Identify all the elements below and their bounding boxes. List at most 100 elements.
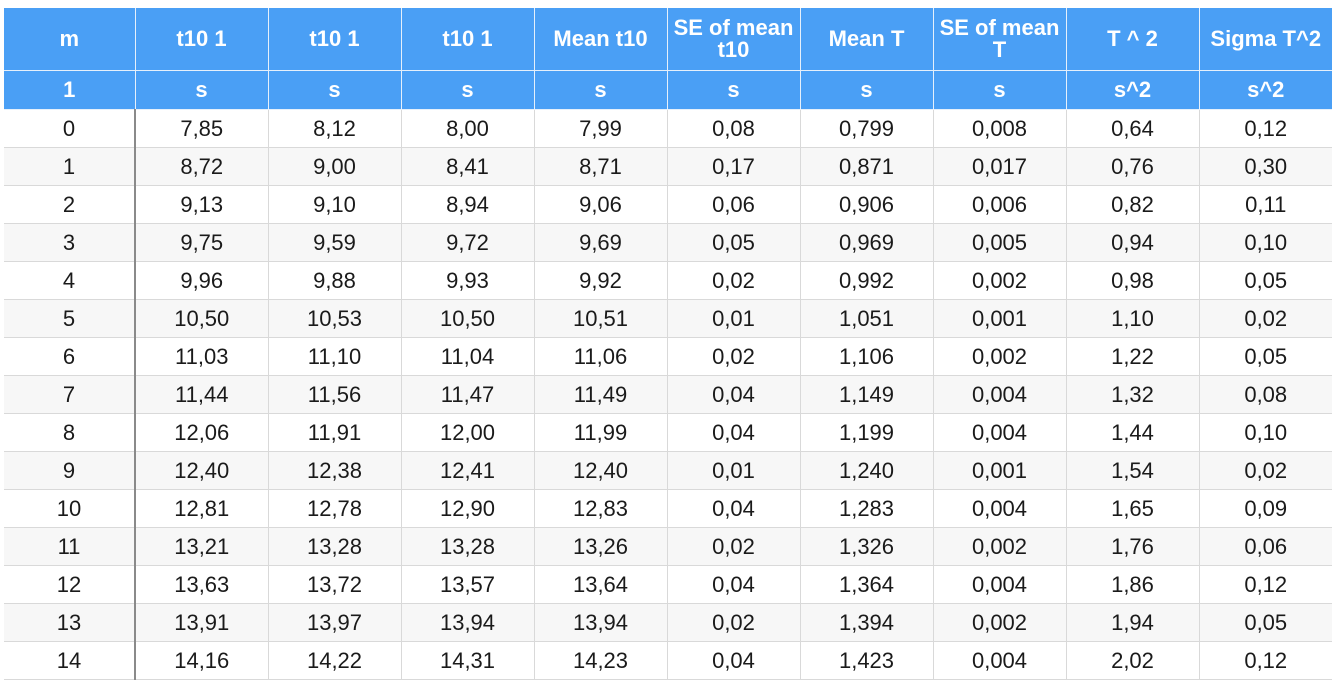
table-cell[interactable]: 12,38 — [268, 451, 402, 490]
table-cell[interactable]: 0,09 — [1199, 489, 1332, 528]
table-cell[interactable]: 1,10 — [1066, 299, 1200, 338]
row-index-cell[interactable]: 10 — [4, 489, 136, 528]
table-cell[interactable]: 10,53 — [268, 299, 402, 338]
table-cell[interactable]: 11,49 — [534, 375, 668, 414]
row-index-cell[interactable]: 12 — [4, 565, 136, 604]
table-cell[interactable]: 14,23 — [534, 641, 668, 680]
table-cell[interactable]: 12,78 — [268, 489, 402, 528]
table-cell[interactable]: 1,283 — [800, 489, 934, 528]
table-cell[interactable]: 11,10 — [268, 337, 402, 376]
table-cell[interactable]: 1,76 — [1066, 527, 1200, 566]
row-index-cell[interactable]: 0 — [4, 109, 136, 148]
table-cell[interactable]: 1,364 — [800, 565, 934, 604]
table-cell[interactable]: 11,03 — [135, 337, 269, 376]
row-index-cell[interactable]: 8 — [4, 413, 136, 452]
table-cell[interactable]: 12,00 — [401, 413, 535, 452]
table-cell[interactable]: 10,50 — [401, 299, 535, 338]
table-cell[interactable]: 9,93 — [401, 261, 535, 300]
table-cell[interactable]: 0,002 — [933, 603, 1067, 642]
table-cell[interactable]: 8,71 — [534, 147, 668, 186]
table-cell[interactable]: 1,94 — [1066, 603, 1200, 642]
table-cell[interactable]: 0,006 — [933, 185, 1067, 224]
column-header[interactable]: Mean t10 — [534, 8, 668, 71]
table-cell[interactable]: 0,002 — [933, 337, 1067, 376]
table-cell[interactable]: 0,04 — [667, 375, 801, 414]
unit-header[interactable]: s^2 — [1066, 70, 1200, 110]
table-cell[interactable]: 9,75 — [135, 223, 269, 262]
table-cell[interactable]: 0,001 — [933, 299, 1067, 338]
table-cell[interactable]: 1,106 — [800, 337, 934, 376]
table-cell[interactable]: 14,16 — [135, 641, 269, 680]
table-cell[interactable]: 0,30 — [1199, 147, 1332, 186]
table-cell[interactable]: 0,04 — [667, 565, 801, 604]
table-cell[interactable]: 0,001 — [933, 451, 1067, 490]
table-cell[interactable]: 11,56 — [268, 375, 402, 414]
table-cell[interactable]: 0,82 — [1066, 185, 1200, 224]
table-cell[interactable]: 0,17 — [667, 147, 801, 186]
table-cell[interactable]: 0,05 — [1199, 603, 1332, 642]
table-cell[interactable]: 0,12 — [1199, 565, 1332, 604]
table-cell[interactable]: 13,28 — [401, 527, 535, 566]
table-cell[interactable]: 9,69 — [534, 223, 668, 262]
table-cell[interactable]: 1,22 — [1066, 337, 1200, 376]
table-cell[interactable]: 1,240 — [800, 451, 934, 490]
table-cell[interactable]: 8,00 — [401, 109, 535, 148]
table-cell[interactable]: 0,05 — [667, 223, 801, 262]
table-cell[interactable]: 8,94 — [401, 185, 535, 224]
table-cell[interactable]: 1,32 — [1066, 375, 1200, 414]
row-index-cell[interactable]: 5 — [4, 299, 136, 338]
row-index-cell[interactable]: 6 — [4, 337, 136, 376]
table-cell[interactable]: 12,06 — [135, 413, 269, 452]
table-cell[interactable]: 0,64 — [1066, 109, 1200, 148]
table-cell[interactable]: 11,47 — [401, 375, 535, 414]
table-cell[interactable]: 0,01 — [667, 451, 801, 490]
table-cell[interactable]: 11,44 — [135, 375, 269, 414]
column-header[interactable]: t10 1 — [135, 8, 269, 71]
table-cell[interactable]: 9,92 — [534, 261, 668, 300]
table-cell[interactable]: 1,65 — [1066, 489, 1200, 528]
table-cell[interactable]: 0,04 — [667, 641, 801, 680]
table-cell[interactable]: 0,004 — [933, 413, 1067, 452]
table-cell[interactable]: 11,06 — [534, 337, 668, 376]
unit-header[interactable]: s — [534, 70, 668, 110]
table-cell[interactable]: 0,11 — [1199, 185, 1332, 224]
table-cell[interactable]: 12,90 — [401, 489, 535, 528]
column-header[interactable]: SE of mean t10 — [667, 8, 801, 71]
column-header[interactable]: t10 1 — [268, 8, 402, 71]
table-cell[interactable]: 9,72 — [401, 223, 535, 262]
table-cell[interactable]: 0,98 — [1066, 261, 1200, 300]
unit-header[interactable]: s — [268, 70, 402, 110]
table-cell[interactable]: 0,02 — [1199, 451, 1332, 490]
table-cell[interactable]: 13,72 — [268, 565, 402, 604]
column-header[interactable]: T ^ 2 — [1066, 8, 1200, 71]
table-cell[interactable]: 0,004 — [933, 641, 1067, 680]
table-cell[interactable]: 13,97 — [268, 603, 402, 642]
unit-header[interactable]: 1 — [4, 70, 136, 110]
table-cell[interactable]: 0,008 — [933, 109, 1067, 148]
column-header[interactable]: Sigma T^2 — [1199, 8, 1332, 71]
table-cell[interactable]: 8,12 — [268, 109, 402, 148]
table-cell[interactable]: 9,59 — [268, 223, 402, 262]
table-cell[interactable]: 0,969 — [800, 223, 934, 262]
table-cell[interactable]: 0,06 — [667, 185, 801, 224]
table-cell[interactable]: 13,94 — [534, 603, 668, 642]
table-cell[interactable]: 0,04 — [667, 489, 801, 528]
table-cell[interactable]: 10,51 — [534, 299, 668, 338]
table-cell[interactable]: 1,149 — [800, 375, 934, 414]
table-cell[interactable]: 1,394 — [800, 603, 934, 642]
table-cell[interactable]: 0,02 — [667, 337, 801, 376]
column-header[interactable]: t10 1 — [401, 8, 535, 71]
table-cell[interactable]: 11,99 — [534, 413, 668, 452]
table-cell[interactable]: 9,06 — [534, 185, 668, 224]
table-cell[interactable]: 13,91 — [135, 603, 269, 642]
row-index-cell[interactable]: 2 — [4, 185, 136, 224]
table-cell[interactable]: 0,94 — [1066, 223, 1200, 262]
table-cell[interactable]: 0,004 — [933, 489, 1067, 528]
unit-header[interactable]: s^2 — [1199, 70, 1332, 110]
table-cell[interactable]: 0,992 — [800, 261, 934, 300]
table-cell[interactable]: 12,40 — [534, 451, 668, 490]
unit-header[interactable]: s — [933, 70, 1067, 110]
table-cell[interactable]: 12,41 — [401, 451, 535, 490]
table-cell[interactable]: 7,85 — [135, 109, 269, 148]
table-cell[interactable]: 0,05 — [1199, 261, 1332, 300]
